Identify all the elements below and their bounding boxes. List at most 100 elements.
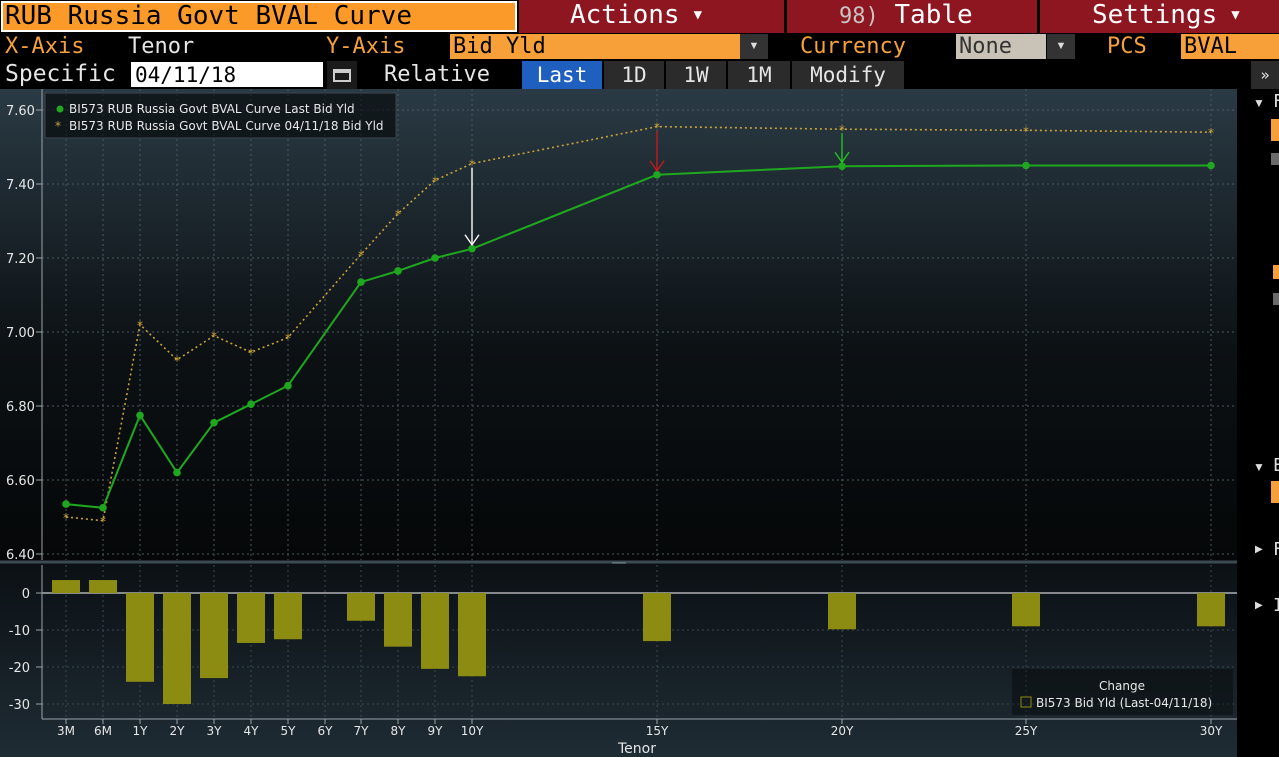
y-tick-label: 6.80 — [6, 400, 35, 415]
y-tick-label: 7.40 — [6, 178, 35, 193]
y-tick-label: 7.60 — [6, 104, 35, 119]
change-bar — [163, 593, 191, 704]
last-point-dot — [247, 400, 255, 408]
legend-historic: BI573 RUB Russia Govt BVAL Curve 04/11/1… — [69, 119, 384, 133]
upper-panel-background — [0, 89, 1237, 561]
change-legend-title: Change — [1099, 679, 1145, 693]
historic-point-star: * — [174, 354, 180, 368]
upper-grid — [42, 89, 1237, 560]
y-tick-label: 6.40 — [6, 548, 35, 563]
range-button-1d[interactable]: 1D — [604, 61, 664, 89]
change-bar — [347, 593, 375, 621]
calendar-icon[interactable] — [327, 61, 357, 89]
x-tick-label: 3M — [57, 724, 75, 738]
upper-y-axis: 7.60 7.40 7.20 7.00 6.80 6.60 6.40 — [6, 89, 43, 563]
relative-label: Relative — [384, 62, 490, 87]
historic-curve-line — [65, 125, 1212, 522]
collapse-caret-icon[interactable]: ▼ — [1253, 96, 1265, 110]
table-button[interactable]: 98) Table — [787, 0, 1037, 33]
change-bar — [1197, 593, 1225, 627]
change-bar — [643, 593, 671, 642]
modify-button[interactable]: Modify — [792, 61, 904, 89]
historic-point-star: * — [839, 123, 845, 137]
side-letter-1: F — [1273, 91, 1279, 112]
y-axis-label: Y-Axis — [326, 34, 406, 59]
last-point-dot — [62, 500, 70, 508]
historic-point-star: * — [432, 174, 438, 188]
historic-point-star: * — [100, 515, 106, 529]
range-button-last[interactable]: Last — [522, 61, 602, 89]
yield-curve-chart: 7.607.407.207.006.806.606.40 0-10-20-30 … — [0, 89, 1237, 757]
change-bar — [421, 593, 449, 669]
x-tick-label: 7Y — [354, 724, 370, 738]
actions-menu-button[interactable]: Actions ▼ — [519, 0, 784, 33]
caret-down-icon: ▼ — [693, 7, 703, 23]
x-axis-value[interactable]: Tenor — [128, 34, 195, 59]
side-letter-2: E — [1273, 455, 1279, 476]
expand-caret-icon[interactable]: ▶ — [1255, 544, 1263, 555]
collapse-caret-icon[interactable]: ▼ — [1253, 460, 1265, 474]
legend-dot-icon — [56, 105, 64, 113]
last-point-dot — [431, 254, 439, 262]
specific-date-input[interactable] — [131, 62, 323, 87]
change-bar — [237, 593, 265, 643]
change-bar — [52, 580, 80, 593]
side-gray-box[interactable] — [1273, 293, 1279, 305]
last-point-dot — [173, 468, 181, 477]
lower-y-axis: 0 -10 -20 -30 — [9, 565, 43, 719]
y-tick-label: -10 — [9, 624, 30, 639]
double-chevron-right-icon[interactable]: » — [1251, 61, 1279, 89]
historic-point-star: * — [1023, 124, 1029, 138]
settings-menu-button[interactable]: Settings ▼ — [1040, 0, 1279, 33]
last-point-dot — [468, 244, 476, 253]
side-checkbox-icon[interactable] — [1271, 153, 1279, 165]
last-point-dot — [653, 170, 661, 179]
y-axis-dropdown-icon[interactable]: ▼ — [740, 34, 768, 59]
historic-point-star: * — [1208, 126, 1214, 140]
pcs-label: PCS — [1107, 34, 1147, 59]
change-bar — [384, 593, 412, 647]
x-tick-label: 4Y — [244, 724, 260, 738]
x-tick-label: 1Y — [133, 724, 149, 738]
x-tick-label: 10Y — [461, 724, 484, 738]
currency-label: Currency — [800, 34, 906, 59]
last-point-dot — [1022, 161, 1030, 170]
pcs-field[interactable]: BVAL — [1181, 34, 1279, 59]
x-axis-label: X-Axis — [5, 34, 85, 59]
y-axis-field[interactable]: Bid Yld — [450, 34, 740, 59]
arrow-down-icon — [464, 234, 480, 246]
historic-point-star: * — [137, 319, 143, 333]
x-axis: 3M 6M 1Y 2Y 3Y 4Y 5Y 6Y 7Y 8Y 9Y 10Y 15Y 20Y 25Y 30Y — [42, 718, 1237, 738]
arrow-down-icon — [649, 160, 665, 172]
range-button-1w[interactable]: 1W — [666, 61, 726, 89]
change-bar — [89, 580, 117, 593]
last-point-dot — [357, 278, 365, 286]
y-tick-label: 6.60 — [6, 474, 35, 489]
security-ticker-field[interactable]: RUB Russia Govt BVAL Curve — [1, 1, 517, 32]
curve-lines: * * * * * * * * * * * * * * * — [62, 121, 1215, 529]
expand-caret-icon[interactable]: ▶ — [1255, 600, 1263, 611]
lower-legend: Change BI573 Bid Yld (Last-04/11/18) — [1012, 669, 1233, 715]
x-tick-label: 6Y — [318, 724, 334, 738]
y-tick-label: -30 — [9, 698, 30, 713]
legend-star-icon: * — [55, 119, 61, 133]
x-tick-label: 8Y — [391, 724, 407, 738]
side-panel: ▼ F ▼ E ▶ F ▶ I — [1237, 89, 1279, 757]
y-tick-label: 0 — [22, 587, 30, 602]
range-button-1m[interactable]: 1M — [728, 61, 790, 89]
historic-point-star: * — [358, 248, 364, 262]
actions-label: Actions — [570, 0, 680, 30]
y-tick-label: -20 — [9, 661, 30, 676]
last-point-dot — [1207, 161, 1215, 170]
caret-down-icon: ▼ — [1231, 7, 1240, 23]
x-tick-label: 9Y — [428, 724, 444, 738]
x-tick-label: 2Y — [170, 724, 186, 738]
change-bar — [200, 593, 228, 679]
upper-legend: BI573 RUB Russia Govt BVAL Curve Last Bi… — [44, 92, 397, 139]
currency-field[interactable]: None — [956, 34, 1046, 59]
y-tick-label: 7.20 — [6, 252, 35, 267]
currency-dropdown-icon[interactable]: ▼ — [1047, 34, 1075, 59]
side-orange-field[interactable] — [1271, 481, 1279, 503]
change-bar — [458, 593, 486, 677]
side-orange-field[interactable] — [1271, 119, 1279, 141]
